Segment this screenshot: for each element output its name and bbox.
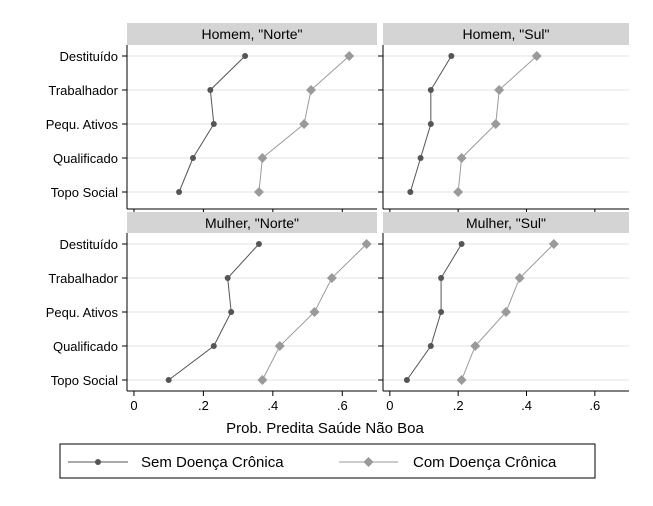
data-point [257,375,268,385]
x-tick-label: 0 [386,398,393,413]
data-point [274,341,285,351]
data-point [242,53,249,59]
x-tick-label: .6 [589,398,600,413]
data-point [427,343,434,349]
data-point [548,239,559,249]
data-point [456,153,467,163]
x-tick-label: .4 [267,398,278,413]
y-tick-label: Topo Social [51,373,118,388]
legend-marker [363,457,374,467]
data-point [207,87,214,93]
data-point [438,309,445,315]
legend-label: Sem Doença Crônica [141,454,284,471]
data-point [210,121,217,127]
data-point [306,85,317,95]
y-tick-label: Qualificado [53,339,118,354]
panel-title: Mulher, "Sul" [466,215,546,231]
data-point [458,241,465,247]
panel: Homem, "Norte" Destituído Trabalhador Pequ.… [46,23,377,214]
data-point [403,377,410,383]
data-point [438,275,445,281]
y-tick-label: Qualificado [53,151,118,166]
y-tick-label: Trabalhador [48,271,118,286]
data-point [253,187,264,197]
y-tick-label: Trabalhador [48,83,118,98]
data-point [189,155,196,161]
data-point [210,343,217,349]
data-point [224,275,231,281]
panel-title: Mulher, "Norte" [205,215,299,231]
x-tick-label: .6 [337,398,348,413]
data-point [427,121,434,127]
legend-box [59,443,596,479]
data-point [494,85,505,95]
x-tick-label: .4 [521,398,532,413]
data-point [299,119,310,129]
panel: Mulher, "Norte" Destituído Trabalhador Pequ… [46,212,377,413]
data-point [453,187,464,197]
y-tick-label: Pequ. Ativos [46,305,119,320]
data-point [514,273,525,283]
data-point [257,153,268,163]
x-tick-label: .2 [198,398,209,413]
data-point [344,51,355,61]
y-tick-label: Pequ. Ativos [46,117,119,132]
x-tick-label: .2 [453,398,464,413]
panel-strip [383,212,629,233]
x-axis-label: Prob. Predita Saúde Não Boa [226,420,424,437]
data-point [309,307,320,317]
data-point [176,189,183,195]
panel-strip [127,212,377,233]
x-tick-label: 0 [130,398,137,413]
data-point [407,189,414,195]
data-point [501,307,511,317]
data-point [417,155,424,161]
data-point [361,239,372,249]
y-tick-label: Topo Social [51,185,118,200]
y-tick-label: Destituído [59,49,118,64]
panels-group: Homem, "Norte" Destituído Trabalhador Pequ.… [46,23,629,413]
panel: Homem, "Sul" [378,23,629,214]
data-point [427,87,434,93]
panel-strip [383,23,629,45]
panel-title: Homem, "Sul" [463,26,550,42]
y-tick-label: Destituído [59,237,118,252]
data-point [448,53,455,59]
data-point [165,377,172,383]
data-point [470,341,481,351]
data-point [531,51,542,61]
data-point [326,273,337,283]
legend-marker [95,459,101,465]
panel-strip [127,23,377,45]
panel: Mulher, "Sul" 0 .2 .4 .6 [378,212,629,413]
legend: Sem Doença Crônica Com Doença Crônica [59,443,596,479]
data-point [490,119,501,129]
panel-title: Homem, "Norte" [202,26,303,42]
data-point [255,241,262,247]
data-point [456,375,467,385]
data-point [228,309,235,315]
legend-label: Com Doença Crônica [413,454,557,471]
